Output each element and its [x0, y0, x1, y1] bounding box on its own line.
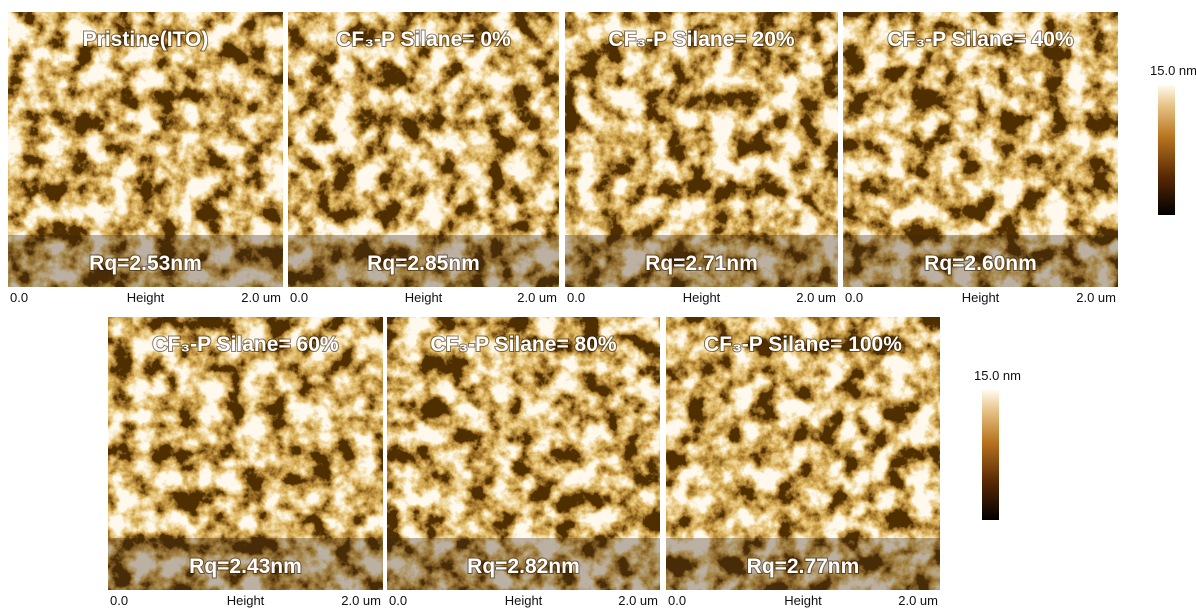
- axis-end: 2.0 um: [241, 290, 281, 305]
- panel-title: CF₃-P Silane= 80%: [430, 333, 616, 356]
- axis-start: 0.0: [10, 290, 28, 305]
- axis-label: Height: [505, 593, 543, 608]
- panel-title: CF₃-P Silane= 60%: [152, 333, 338, 356]
- axis-end: 2.0 um: [796, 290, 836, 305]
- axis-start: 0.0: [845, 290, 863, 305]
- axis-label: Height: [962, 290, 1000, 305]
- panel-title: CF₃-P Silane= 40%: [887, 28, 1073, 51]
- panel-title: CF₃-P Silane= 20%: [608, 28, 794, 51]
- colorbar-label: 15.0 nm: [1150, 63, 1196, 78]
- axis-start: 0.0: [389, 593, 407, 608]
- rq-label: Rq=2.77nm: [747, 555, 860, 578]
- axis-end: 2.0 um: [618, 593, 658, 608]
- axis-end: 2.0 um: [517, 290, 557, 305]
- axis-label: Height: [784, 593, 822, 608]
- rq-label: Rq=2.53nm: [89, 252, 202, 275]
- rq-label: Rq=2.60nm: [924, 252, 1037, 275]
- axis-start: 0.0: [668, 593, 686, 608]
- axis-end: 2.0 um: [898, 593, 938, 608]
- rq-label: Rq=2.85nm: [367, 252, 480, 275]
- axis-label: Height: [683, 290, 721, 305]
- rq-label: Rq=2.43nm: [189, 555, 302, 578]
- panel-title: CF₃-P Silane= 0%: [336, 28, 511, 51]
- colorbar-label: 15.0 nm: [974, 368, 1021, 383]
- panel-title: Pristine(ITO): [83, 28, 209, 51]
- rq-label: Rq=2.71nm: [645, 252, 758, 275]
- axis-label: Height: [405, 290, 443, 305]
- axis-end: 2.0 um: [341, 593, 381, 608]
- axis-start: 0.0: [290, 290, 308, 305]
- afm-figure: Pristine(ITO) Rq=2.53nm 0.0 Height 2.0 um CF₃…: [0, 0, 1196, 610]
- axis-label: Height: [227, 593, 265, 608]
- rq-label: Rq=2.82nm: [467, 555, 580, 578]
- axis-start: 0.0: [567, 290, 585, 305]
- axis-label: Height: [127, 290, 165, 305]
- colorbar: [1158, 85, 1175, 215]
- axis-end: 2.0 um: [1076, 290, 1116, 305]
- axis-start: 0.0: [110, 593, 128, 608]
- panel-title: CF₃-P Silane= 100%: [704, 333, 902, 356]
- colorbar: [982, 390, 999, 520]
